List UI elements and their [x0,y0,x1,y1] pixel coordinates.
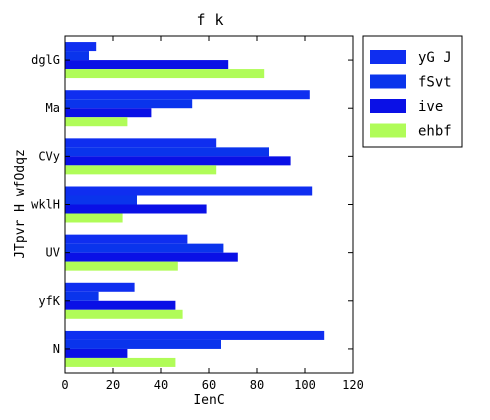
x-tick-label: 100 [294,378,316,392]
bar-ive-uv [65,252,238,262]
bar-ehbf-n [65,357,176,367]
y-tick-label: Ma [46,101,60,115]
legend-label: ehbf [418,124,452,140]
legend-label: ive [418,99,443,115]
bar-fsvt-ma [65,99,193,109]
bar-ehbf-cvy [65,165,217,175]
legend-swatch [370,74,406,89]
bar-fsvt-uv [65,243,224,253]
bar-ehbf-dglg [65,69,265,79]
chart-title: f k [196,11,223,29]
x-tick-label: 60 [202,378,216,392]
bar-yg-j-wklh [65,186,313,196]
legend-swatch [370,99,406,113]
x-tick-label: 40 [154,378,168,392]
x-axis-label: IenC [193,393,224,408]
bar-ive-dglg [65,60,229,70]
bar-fsvt-cvy [65,147,269,157]
bar-yg-j-uv [65,234,188,244]
y-axis-label: JTpvr H wfOdqz [13,149,28,259]
bar-ive-cvy [65,156,291,166]
bar-yg-j-n [65,330,325,340]
bar-fsvt-n [65,339,221,349]
y-tick-label: CVy [38,149,60,163]
bar-ehbf-uv [65,261,178,271]
bars-group [65,42,325,367]
bar-yg-j-yfk [65,282,135,292]
legend-label: fSvt [418,75,452,91]
legend-swatch [370,123,406,138]
x-axis-ticks: 0 20 40 60 80 100 120 [61,36,364,392]
y-tick-label: wklH [31,198,60,212]
bar-ehbf-yfk [65,309,183,319]
bar-ehbf-wklh [65,213,123,223]
x-tick-label: 0 [61,378,68,392]
y-tick-label: N [53,342,60,356]
bar-yg-j-dglg [65,42,97,52]
x-tick-label: 120 [342,378,364,392]
bar-ive-wklh [65,204,207,214]
x-tick-label: 80 [250,378,264,392]
bar-ive-ma [65,108,152,118]
bar-ive-n [65,348,128,358]
y-axis-ticks: dglG Ma CVy wklH UV yfK N [31,53,353,356]
legend-label: yG J [418,50,452,66]
bar-fsvt-dglg [65,51,89,61]
y-tick-label: dglG [31,53,60,67]
y-tick-label: yfK [38,294,60,308]
bar-ive-yfk [65,300,176,310]
bar-yg-j-ma [65,90,310,100]
legend-swatch [370,50,406,64]
legend: yG J fSvt ive ehbf [362,35,463,148]
x-tick-label: 20 [106,378,120,392]
y-tick-label: UV [46,246,60,260]
bar-fsvt-yfk [65,291,99,301]
bar-ehbf-ma [65,117,128,127]
bar-yg-j-cvy [65,138,217,148]
bar-fsvt-wklh [65,195,137,205]
